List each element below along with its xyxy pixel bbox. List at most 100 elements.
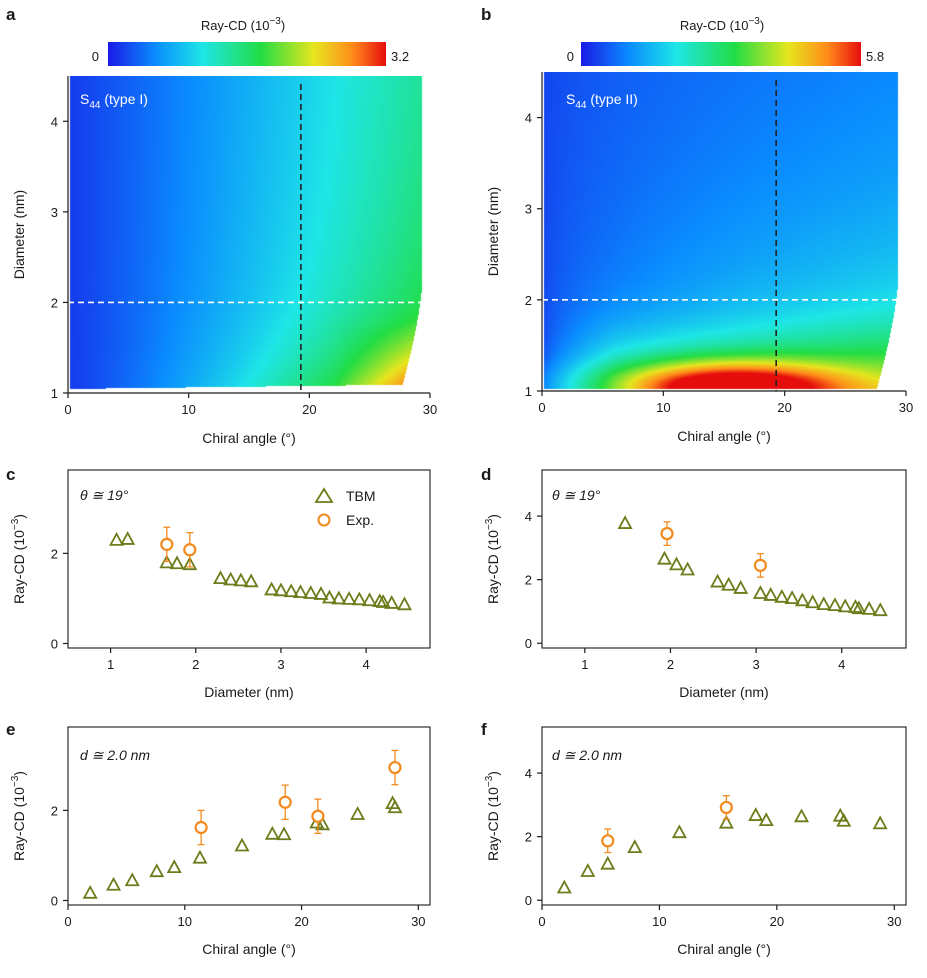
tbm-point	[600, 855, 616, 870]
x-tick-label: 10	[178, 914, 192, 929]
tbm-point	[718, 814, 734, 829]
tbm-point	[836, 812, 852, 827]
x-tick-label: 2	[192, 657, 199, 672]
tbm-point	[182, 556, 198, 571]
state-label: S44 (type II)	[566, 91, 638, 111]
panel-a: a Ray-CD (10−3) 0 3.2 S44 (type I) 0 10 20…	[6, 5, 437, 446]
y-axis-title: Diameter (nm)	[485, 187, 501, 276]
plot-frame	[67, 726, 431, 906]
x-axis-title: Chiral angle (°)	[202, 430, 296, 446]
tbm-point	[872, 602, 888, 617]
tbm-point	[805, 594, 821, 609]
state-label: S44 (type I)	[80, 91, 148, 111]
panel-d: d θ ≅ 19° 1 2 3 4 0 2 4 Diameter (nm) Ray-CD (10…	[481, 465, 907, 700]
axes: 0 10 20 30 0 2 Chiral angle (°) Ray-CD (10−3)	[10, 771, 426, 957]
tbm-point	[341, 591, 357, 605]
exp-point	[601, 834, 615, 848]
guides	[68, 84, 424, 393]
colorbar-title: Ray-CD (10−3)	[680, 16, 764, 33]
y-axis-title: Ray-CD (10−3)	[10, 514, 27, 604]
axes: 0 10 20 30 1 2 3 4 Chiral angle (°) Diameter (nm)	[485, 72, 913, 444]
x-tick-label: 0	[64, 402, 71, 417]
x-tick-label: 20	[294, 914, 308, 929]
heatmap-frame	[542, 72, 906, 391]
data-marks	[109, 526, 412, 611]
tbm-point	[851, 600, 867, 615]
tbm-point	[351, 591, 367, 606]
tbm-point	[313, 586, 329, 600]
y-tick-label: 1	[525, 384, 532, 399]
tbm-point	[321, 589, 338, 604]
x-axis-title: Diameter (nm)	[679, 684, 768, 700]
y-tick-label: 4	[525, 509, 532, 524]
y-tick-label: 2	[525, 573, 532, 588]
x-tick-label: 0	[64, 914, 71, 929]
tbm-point	[861, 601, 877, 615]
axes: 1 2 3 4 0 2 Diameter (nm) Ray-CD (10−3)	[10, 514, 370, 700]
tbm-point	[580, 863, 596, 877]
panel-letter: b	[481, 5, 491, 24]
tbm-point	[752, 585, 768, 599]
panel-e: e d ≅ 2.0 nm 0 10 20 30 0 2 Chiral angle (°) Ra…	[6, 720, 431, 957]
y-tick-label: 2	[525, 293, 532, 308]
x-axis-title: Chiral angle (°)	[677, 428, 771, 444]
tbm-point	[396, 596, 412, 611]
exp-point	[160, 537, 174, 551]
tbm-point	[872, 815, 888, 830]
x-tick-label: 1	[107, 657, 114, 672]
tbm-point	[82, 884, 98, 899]
colorbar-max-label: 5.8	[866, 49, 884, 64]
legend-tbm-label: TBM	[346, 488, 376, 504]
panel-b: b Ray-CD (10−3) 0 5.8 S44 (type II) 0 10 2…	[481, 5, 913, 444]
tbm-point	[362, 592, 378, 607]
x-tick-label: 1	[581, 657, 588, 672]
panel-letter: c	[6, 465, 15, 484]
exp-point	[660, 526, 674, 541]
y-axis-title: Ray-CD (10−3)	[484, 514, 501, 604]
tbm-point	[671, 824, 687, 839]
tbm-point	[837, 598, 853, 613]
tbm-point	[827, 597, 843, 611]
angle-annotation: θ ≅ 19°	[80, 487, 129, 503]
axes: 0 10 20 30 0 2 4 Chiral angle (°) Ray-CD (10−3)	[484, 766, 901, 957]
x-tick-label: 20	[777, 400, 791, 415]
tbm-point	[315, 816, 331, 831]
y-tick-label: 2	[51, 803, 58, 818]
y-axis-title: Ray-CD (10−3)	[10, 771, 27, 861]
diameter-annotation: d ≅ 2.0 nm	[80, 747, 150, 763]
y-tick-label: 0	[51, 893, 58, 908]
x-axis-title: Chiral angle (°)	[677, 941, 771, 957]
tbm-point	[293, 584, 309, 599]
panel-letter: a	[6, 5, 16, 24]
heatmap-canvas	[542, 72, 906, 391]
y-tick-label: 3	[51, 205, 58, 220]
data-marks	[617, 515, 888, 617]
tbm-point	[192, 849, 208, 864]
exp-point	[194, 820, 208, 835]
colorbar-max-label: 3.2	[391, 49, 409, 64]
tbm-point	[721, 576, 737, 591]
tbm-point	[794, 592, 810, 607]
plot-frame	[67, 469, 431, 649]
tbm-point	[212, 570, 228, 585]
tbm-point	[120, 531, 136, 545]
x-tick-label: 4	[363, 657, 370, 672]
tbm-point	[223, 571, 239, 586]
legend-exp-marker	[317, 513, 331, 527]
tbm-point	[234, 837, 250, 852]
legend-exp-label: Exp.	[346, 512, 374, 528]
tbm-point	[763, 587, 779, 601]
x-tick-label: 30	[887, 914, 901, 929]
x-tick-label: 0	[538, 400, 545, 415]
heatmap-frame	[68, 76, 430, 393]
x-axis-title: Diameter (nm)	[204, 684, 293, 700]
tbm-point	[276, 826, 292, 841]
y-tick-label: 2	[51, 546, 58, 561]
tbm-point	[106, 876, 122, 891]
tbm-point	[784, 590, 800, 604]
tbm-point	[847, 599, 863, 613]
colorbar	[581, 42, 861, 66]
tbm-point	[387, 799, 403, 814]
tbm-point	[556, 879, 572, 894]
tbm-point	[748, 807, 764, 821]
